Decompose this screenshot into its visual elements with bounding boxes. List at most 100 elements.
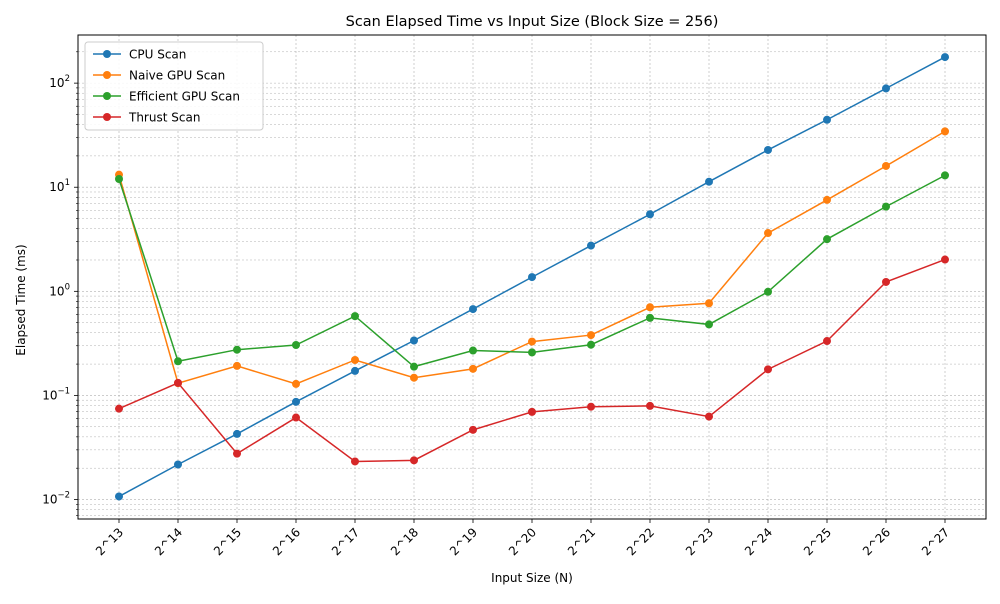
- x-tick-label: 2^13: [93, 525, 126, 558]
- x-tick-label: 2^18: [388, 525, 421, 558]
- series-efficient-gpu-scan: [115, 171, 949, 371]
- data-point: [292, 397, 300, 406]
- data-point: [882, 202, 890, 211]
- legend-box: [84, 41, 264, 131]
- data-point: [469, 364, 477, 373]
- x-tick-label: 2^14: [152, 525, 185, 558]
- x-tick-label: 2^15: [211, 525, 244, 558]
- data-point: [823, 235, 831, 244]
- data-point: [233, 449, 241, 458]
- data-point: [764, 287, 772, 296]
- data-point: [882, 277, 890, 286]
- data-point: [292, 413, 300, 422]
- data-point: [410, 362, 418, 371]
- x-tick-label: 2^24: [742, 525, 775, 558]
- data-point: [528, 348, 536, 357]
- x-tick-label: 2^16: [270, 525, 303, 558]
- data-point: [233, 361, 241, 370]
- x-axis-label: Input Size (N): [491, 571, 573, 585]
- data-point: [764, 365, 772, 374]
- data-point: [941, 127, 949, 136]
- series-naive-gpu-scan: [115, 127, 949, 388]
- legend-swatch-marker: [103, 92, 111, 100]
- data-point: [705, 320, 713, 329]
- data-point: [882, 84, 890, 93]
- x-tick-label: 2^17: [329, 525, 362, 558]
- data-point: [646, 313, 654, 322]
- legend-swatch-marker: [103, 113, 111, 121]
- grid: [78, 35, 986, 519]
- legend-swatch-marker: [103, 71, 111, 79]
- data-point: [587, 402, 595, 411]
- data-point: [823, 337, 831, 346]
- legend-label: CPU Scan: [129, 48, 186, 62]
- x-tick-label: 2^25: [801, 525, 834, 558]
- data-point: [174, 357, 182, 366]
- data-point: [646, 401, 654, 410]
- data-point: [587, 340, 595, 349]
- data-point: [351, 312, 359, 321]
- y-tick-label: 10−2: [42, 491, 70, 507]
- y-tick-label: 10−1: [42, 386, 70, 402]
- x-tick-label: 2^26: [860, 525, 893, 558]
- data-point: [764, 145, 772, 154]
- y-tick-label: 101: [49, 178, 70, 194]
- series-thrust-scan: [115, 255, 949, 466]
- data-point: [351, 366, 359, 375]
- data-point: [410, 456, 418, 465]
- y-axis-label: Elapsed Time (ms): [14, 244, 28, 355]
- data-point: [705, 177, 713, 186]
- data-point: [823, 195, 831, 204]
- legend: CPU Scan Naive GPU Scan Efficient GPU Scan…: [84, 41, 264, 131]
- x-tick-label: 2^19: [447, 525, 480, 558]
- legend-item: Efficient GPU Scan: [93, 90, 240, 104]
- data-point: [292, 341, 300, 350]
- data-point: [587, 331, 595, 340]
- data-point: [646, 210, 654, 219]
- data-point: [823, 115, 831, 124]
- data-point: [705, 299, 713, 308]
- data-point: [528, 273, 536, 282]
- y-tick-label: 102: [49, 74, 70, 90]
- data-point: [882, 161, 890, 170]
- data-point: [174, 460, 182, 469]
- data-point: [469, 305, 477, 314]
- data-point: [115, 174, 123, 183]
- x-tick-label: 2^27: [919, 525, 952, 558]
- legend-item: Thrust Scan: [93, 111, 200, 125]
- data-point: [528, 407, 536, 416]
- legend-label: Thrust Scan: [128, 111, 200, 125]
- data-point: [233, 345, 241, 354]
- data-point: [764, 229, 772, 238]
- y-tick-label: 100: [49, 282, 70, 298]
- x-tick-label: 2^20: [506, 525, 539, 558]
- data-point: [410, 336, 418, 345]
- x-tick-label: 2^22: [624, 525, 657, 558]
- x-tick-label: 2^21: [565, 525, 598, 558]
- data-point: [469, 346, 477, 355]
- data-point: [115, 404, 123, 413]
- legend-item: Naive GPU Scan: [93, 69, 225, 83]
- data-point: [646, 303, 654, 312]
- data-point: [587, 241, 595, 250]
- series-layer: [115, 53, 949, 501]
- data-point: [292, 379, 300, 388]
- data-point: [351, 355, 359, 364]
- chart-title: Scan Elapsed Time vs Input Size (Block S…: [346, 14, 719, 30]
- legend-label: Naive GPU Scan: [129, 69, 225, 83]
- legend-swatch-marker: [103, 50, 111, 58]
- data-point: [174, 378, 182, 387]
- data-point: [410, 373, 418, 382]
- data-point: [941, 171, 949, 180]
- data-point: [115, 492, 123, 501]
- series-line: [118, 130, 946, 385]
- data-point: [528, 337, 536, 346]
- data-point: [941, 255, 949, 264]
- data-point: [705, 412, 713, 421]
- data-point: [469, 425, 477, 434]
- data-point: [233, 429, 241, 438]
- data-point: [351, 457, 359, 466]
- legend-label: Efficient GPU Scan: [129, 90, 240, 104]
